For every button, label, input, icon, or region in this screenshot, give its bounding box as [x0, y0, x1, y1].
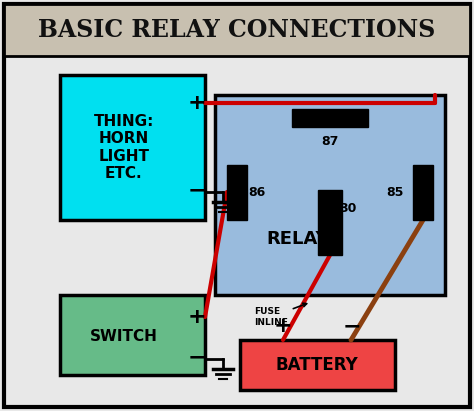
Text: BASIC RELAY CONNECTIONS: BASIC RELAY CONNECTIONS: [38, 18, 436, 42]
Text: +: +: [188, 93, 206, 113]
Text: −: −: [342, 316, 361, 336]
Bar: [4, 4, 470, 56]
Text: SWITCH: SWITCH: [90, 329, 158, 344]
Text: 85: 85: [386, 185, 404, 199]
Text: BATTERY: BATTERY: [275, 356, 358, 374]
Text: −: −: [188, 347, 206, 367]
Bar: [60, 295, 205, 375]
Text: 87: 87: [321, 134, 339, 148]
Text: THING:
HORN
LIGHT
ETC.: THING: HORN LIGHT ETC.: [93, 114, 154, 181]
Bar: [318, 190, 342, 255]
Text: 30: 30: [339, 201, 357, 215]
Text: −: −: [188, 180, 206, 200]
Bar: [413, 165, 433, 220]
Bar: [240, 340, 395, 390]
Text: +: +: [188, 307, 206, 327]
Bar: [227, 165, 247, 220]
Text: RELAY: RELAY: [266, 230, 329, 248]
Bar: [215, 95, 445, 295]
Text: 86: 86: [248, 185, 265, 199]
Bar: [60, 75, 205, 220]
Bar: [292, 109, 368, 127]
Text: FUSE
INLINE: FUSE INLINE: [254, 303, 307, 327]
Text: +: +: [274, 316, 293, 336]
